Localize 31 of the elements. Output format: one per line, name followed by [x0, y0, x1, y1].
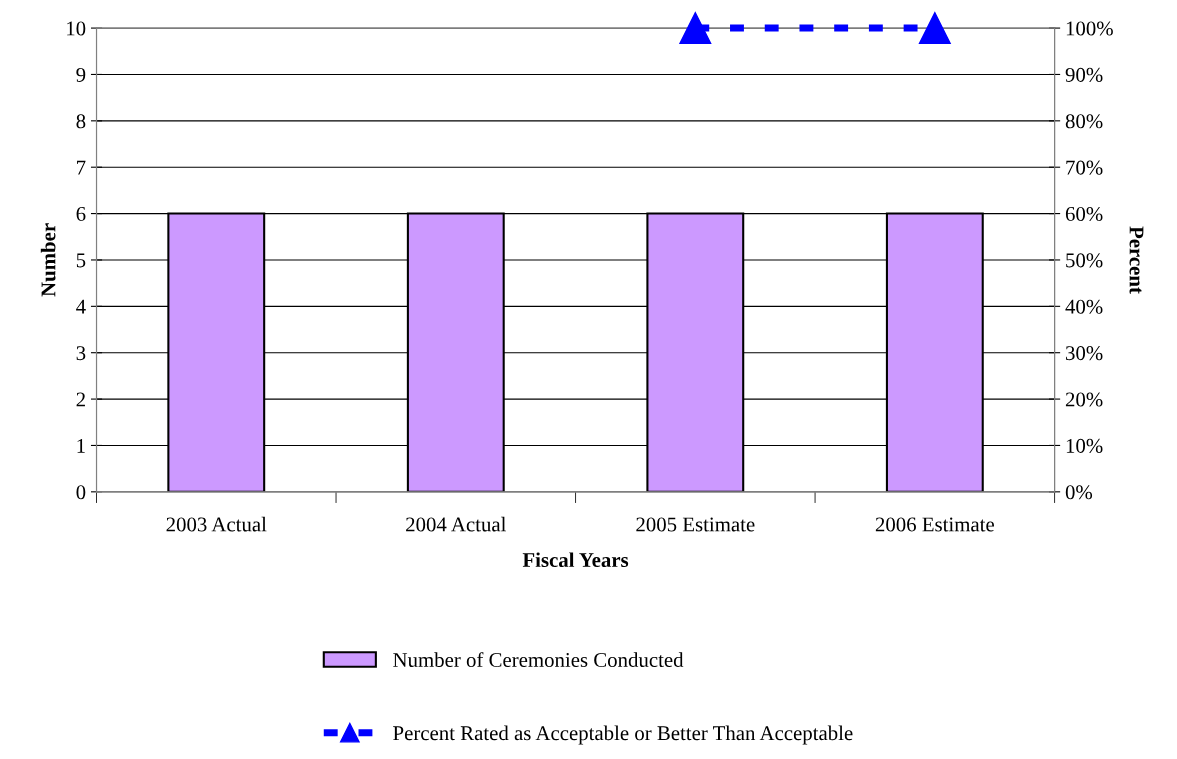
legend-label: Number of Ceremonies Conducted [393, 652, 684, 667]
y2-tick-label: 60% [1065, 206, 1103, 222]
y2-tick-label: 100% [1066, 21, 1113, 36]
x-tick-label: 2003 Actual [166, 516, 267, 532]
y-tick-label: 5 [76, 253, 86, 268]
y2-tick-label: 10% [1066, 438, 1103, 453]
y-axis-title: Number [40, 223, 56, 297]
y-tick-label: 6 [76, 207, 86, 222]
y-tick-label: 7 [77, 160, 86, 175]
legend-label: Percent Rated as Acceptable or Better Than Acceptable [393, 725, 853, 745]
y-tick-label: 0 [76, 485, 86, 500]
x-tick-label: 2004 Actual [406, 516, 507, 532]
y2-tick-label: 20% [1065, 392, 1103, 407]
y-tick-label: 2 [76, 392, 85, 407]
y-tick-label: 1 [77, 438, 85, 453]
y2-tick-label: 80% [1065, 114, 1103, 129]
y2-tick-label: 90% [1065, 67, 1103, 82]
y-tick-label: 10 [67, 21, 86, 36]
y-tick-label: 9 [76, 67, 86, 82]
y2-tick-label: 0% [1065, 485, 1093, 500]
y2-tick-label: 30% [1066, 346, 1103, 361]
x-tick-label: 2005 Estimate [636, 517, 755, 532]
y2-tick-label: 50% [1066, 253, 1103, 268]
y-tick-label: 8 [76, 114, 86, 129]
y2-tick-label: 70% [1066, 160, 1103, 175]
y2-axis-title: Percent [1129, 226, 1144, 294]
y-tick-label: 4 [76, 299, 86, 314]
y-tick-label: 3 [76, 346, 86, 361]
y2-tick-label: 40% [1065, 299, 1103, 314]
x-tick-label: 2006 Estimate [875, 517, 994, 532]
x-axis-title: Fiscal Years [522, 552, 629, 568]
